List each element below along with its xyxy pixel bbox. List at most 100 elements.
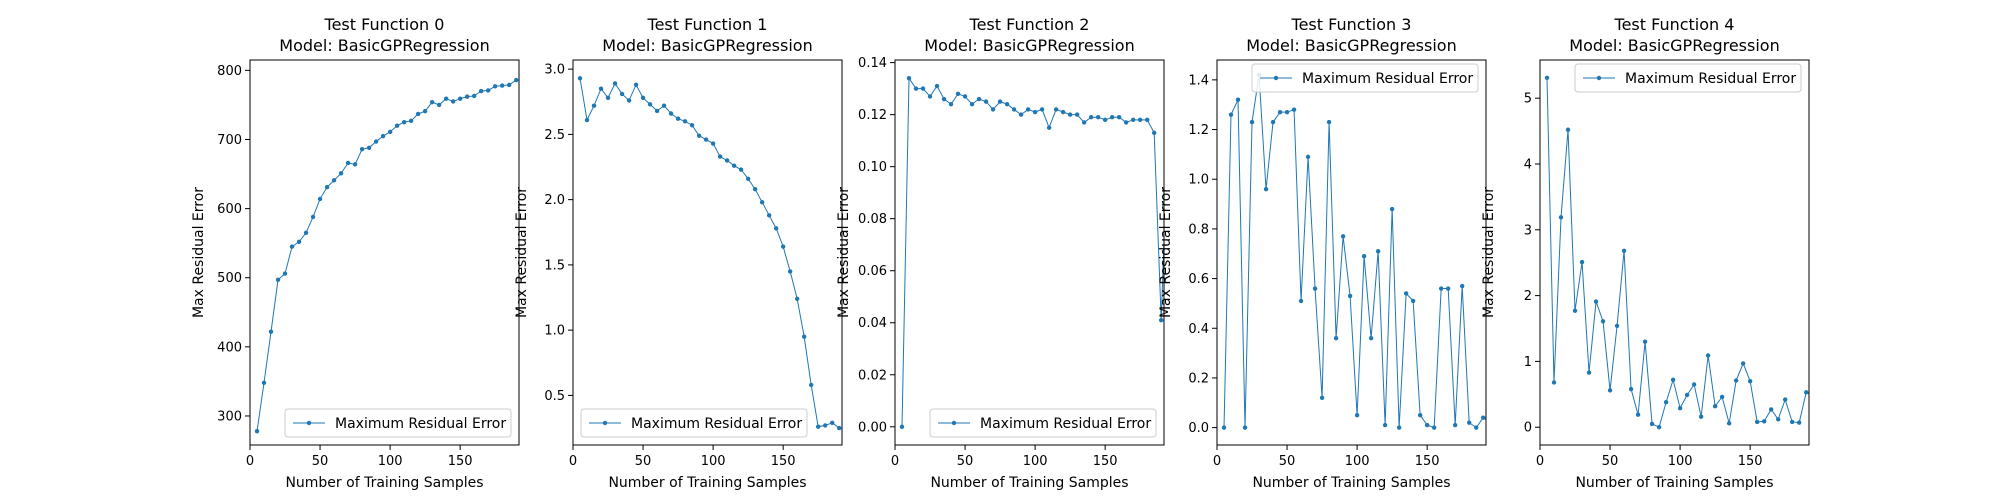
x-tick-label: 100 — [1023, 454, 1048, 469]
data-point — [478, 88, 484, 94]
data-point — [976, 96, 982, 102]
x-tick-label: 0 — [891, 454, 899, 469]
data-point — [1410, 298, 1416, 304]
data-point — [289, 244, 295, 249]
chart-title: Test Function 3 — [1291, 15, 1412, 34]
data-point — [1473, 425, 1479, 430]
legend: Maximum Residual Error — [284, 408, 512, 438]
data-point — [450, 99, 456, 104]
data-point — [1677, 405, 1683, 411]
data-point — [1572, 308, 1578, 313]
data-point — [577, 76, 583, 81]
data-point — [745, 176, 751, 181]
x-tick-label: 100 — [378, 454, 403, 469]
legend-marker — [1596, 75, 1602, 81]
legend-box — [580, 408, 808, 438]
data-point — [415, 111, 421, 117]
data-point — [1095, 115, 1101, 120]
data-point — [1642, 339, 1648, 344]
data-point — [345, 160, 351, 166]
data-point — [1291, 107, 1297, 112]
legend-label: Maximum Residual Error — [631, 416, 802, 432]
data-point — [1004, 102, 1010, 107]
data-point — [499, 83, 505, 88]
data-point — [626, 98, 632, 103]
data-point — [1123, 120, 1129, 125]
data-point — [1347, 293, 1353, 299]
data-point — [380, 133, 386, 139]
data-point — [1768, 407, 1774, 412]
data-point — [1733, 378, 1739, 383]
data-point — [254, 428, 260, 434]
data-point — [1691, 382, 1697, 387]
data-point — [710, 141, 716, 146]
x-tick-label: 50 — [957, 454, 974, 469]
data-point — [1466, 420, 1472, 425]
chart-title: Test Function 2 — [969, 15, 1090, 34]
series-group — [1544, 75, 1809, 430]
data-point — [1403, 291, 1409, 296]
data-point — [1375, 249, 1381, 254]
data-point — [513, 77, 519, 83]
x-axis-label: Number of Training Samples — [1575, 475, 1773, 491]
x-tick-label: 100 — [1668, 454, 1693, 469]
y-tick-label: 3 — [1524, 223, 1532, 238]
y-tick-label: 0.00 — [858, 420, 887, 435]
data-point — [983, 99, 989, 104]
data-point — [1452, 422, 1458, 428]
data-point — [1228, 112, 1234, 117]
x-axis-label: Number of Training Samples — [930, 475, 1128, 491]
x-axis-label: Number of Training Samples — [285, 475, 483, 491]
data-point — [338, 171, 344, 176]
data-point — [1782, 397, 1788, 402]
chart-title: Model: BasicGPRegression — [602, 36, 812, 55]
data-point — [1312, 286, 1318, 291]
y-tick-label: 1.0 — [1188, 173, 1209, 188]
data-point — [1340, 234, 1346, 239]
data-point — [373, 139, 379, 144]
chart-title: Model: BasicGPRegression — [924, 36, 1134, 55]
y-tick-label: 0.6 — [1188, 272, 1209, 287]
data-point — [1396, 425, 1402, 430]
data-point — [717, 154, 723, 159]
x-tick-label: 50 — [312, 454, 329, 469]
data-point — [738, 167, 744, 172]
y-tick-label: 5 — [1524, 92, 1532, 107]
series-group — [577, 76, 842, 431]
data-point — [1459, 283, 1465, 289]
data-point — [752, 187, 758, 192]
y-tick-label: 2 — [1524, 289, 1532, 304]
data-point — [1249, 119, 1255, 125]
chart-title: Test Function 1 — [647, 15, 768, 34]
data-point — [1305, 154, 1311, 160]
data-point — [759, 200, 765, 205]
data-point — [668, 111, 674, 116]
legend-marker — [951, 420, 957, 426]
data-point — [1761, 419, 1767, 424]
data-point — [1368, 335, 1374, 341]
y-tick-label: 1.5 — [544, 258, 565, 273]
data-point — [1719, 394, 1725, 400]
data-point — [1284, 109, 1290, 115]
data-point — [1417, 412, 1423, 418]
data-point — [1081, 120, 1087, 125]
legend: Maximum Residual Error — [1574, 63, 1802, 93]
data-point — [464, 94, 470, 99]
data-point — [1621, 248, 1627, 254]
data-point — [780, 244, 786, 249]
subplot-0: Test Function 0 Model: BasicGPRegression 0… — [191, 15, 520, 491]
data-point — [1361, 254, 1367, 259]
subplot-3: Test Function 3 Model: BasicGPRegression 0… — [1158, 15, 1487, 491]
data-point — [1319, 395, 1325, 401]
data-point — [1565, 127, 1571, 132]
data-point — [822, 423, 828, 428]
y-tick-label: 2.0 — [544, 193, 565, 208]
data-point — [1074, 112, 1080, 117]
data-point — [310, 214, 316, 220]
axes-frame — [1216, 59, 1487, 446]
y-axis-label: Max Residual Error — [514, 187, 530, 318]
y-tick-label: 0.4 — [1188, 322, 1209, 337]
y-tick-label: 0.14 — [858, 56, 887, 71]
legend-marker — [1273, 75, 1279, 81]
data-point — [584, 117, 590, 123]
